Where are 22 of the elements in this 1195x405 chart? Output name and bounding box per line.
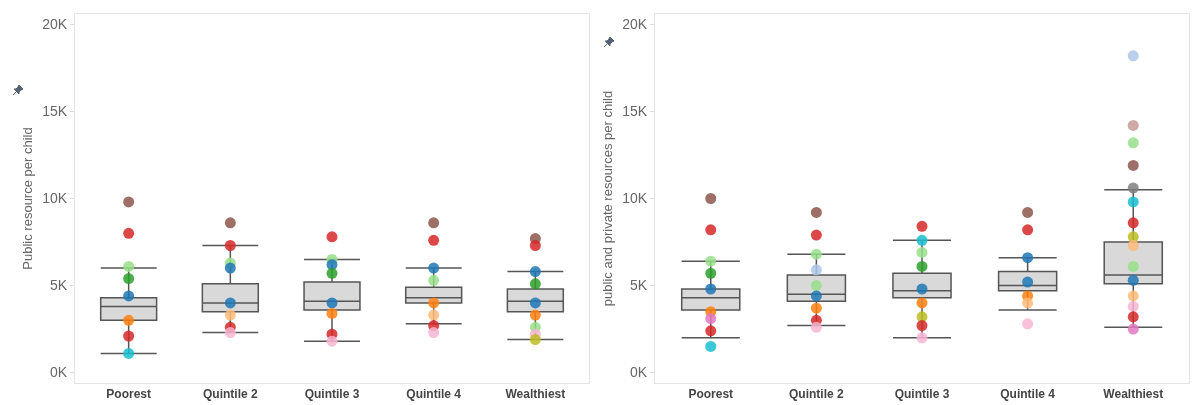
- y-tick-label: 0K: [50, 364, 68, 381]
- y-tick-label: 5K: [50, 277, 68, 294]
- y-tick-label: 15K: [622, 103, 648, 120]
- y-axis-title: public and private resources per child: [600, 90, 616, 307]
- y-tick-label: 0K: [630, 364, 648, 381]
- y-tick-label: 20K: [622, 16, 648, 33]
- x-tick-label: Quintile 4: [406, 387, 462, 402]
- x-tick-label: Quintile 3: [304, 387, 360, 402]
- x-tick-label: Quintile 4: [1000, 387, 1056, 402]
- y-tick-label: 20K: [42, 16, 68, 33]
- x-tick-label: Quintile 2: [789, 387, 845, 402]
- x-tick-label: Wealthiest: [505, 387, 566, 402]
- y-tick-label: 5K: [630, 277, 648, 294]
- y-tick-label: 10K: [42, 190, 68, 207]
- x-tick-label: Poorest: [688, 387, 734, 402]
- y-tick-label: 15K: [42, 103, 68, 120]
- y-axis-title: Public resource per child: [20, 127, 36, 270]
- x-tick-label: Quintile 2: [202, 387, 258, 402]
- x-tick-label: Wealthiest: [1103, 387, 1164, 402]
- x-tick-label: Poorest: [106, 387, 151, 402]
- x-tick-label: Quintile 3: [894, 387, 950, 402]
- y-tick-label: 10K: [622, 190, 648, 207]
